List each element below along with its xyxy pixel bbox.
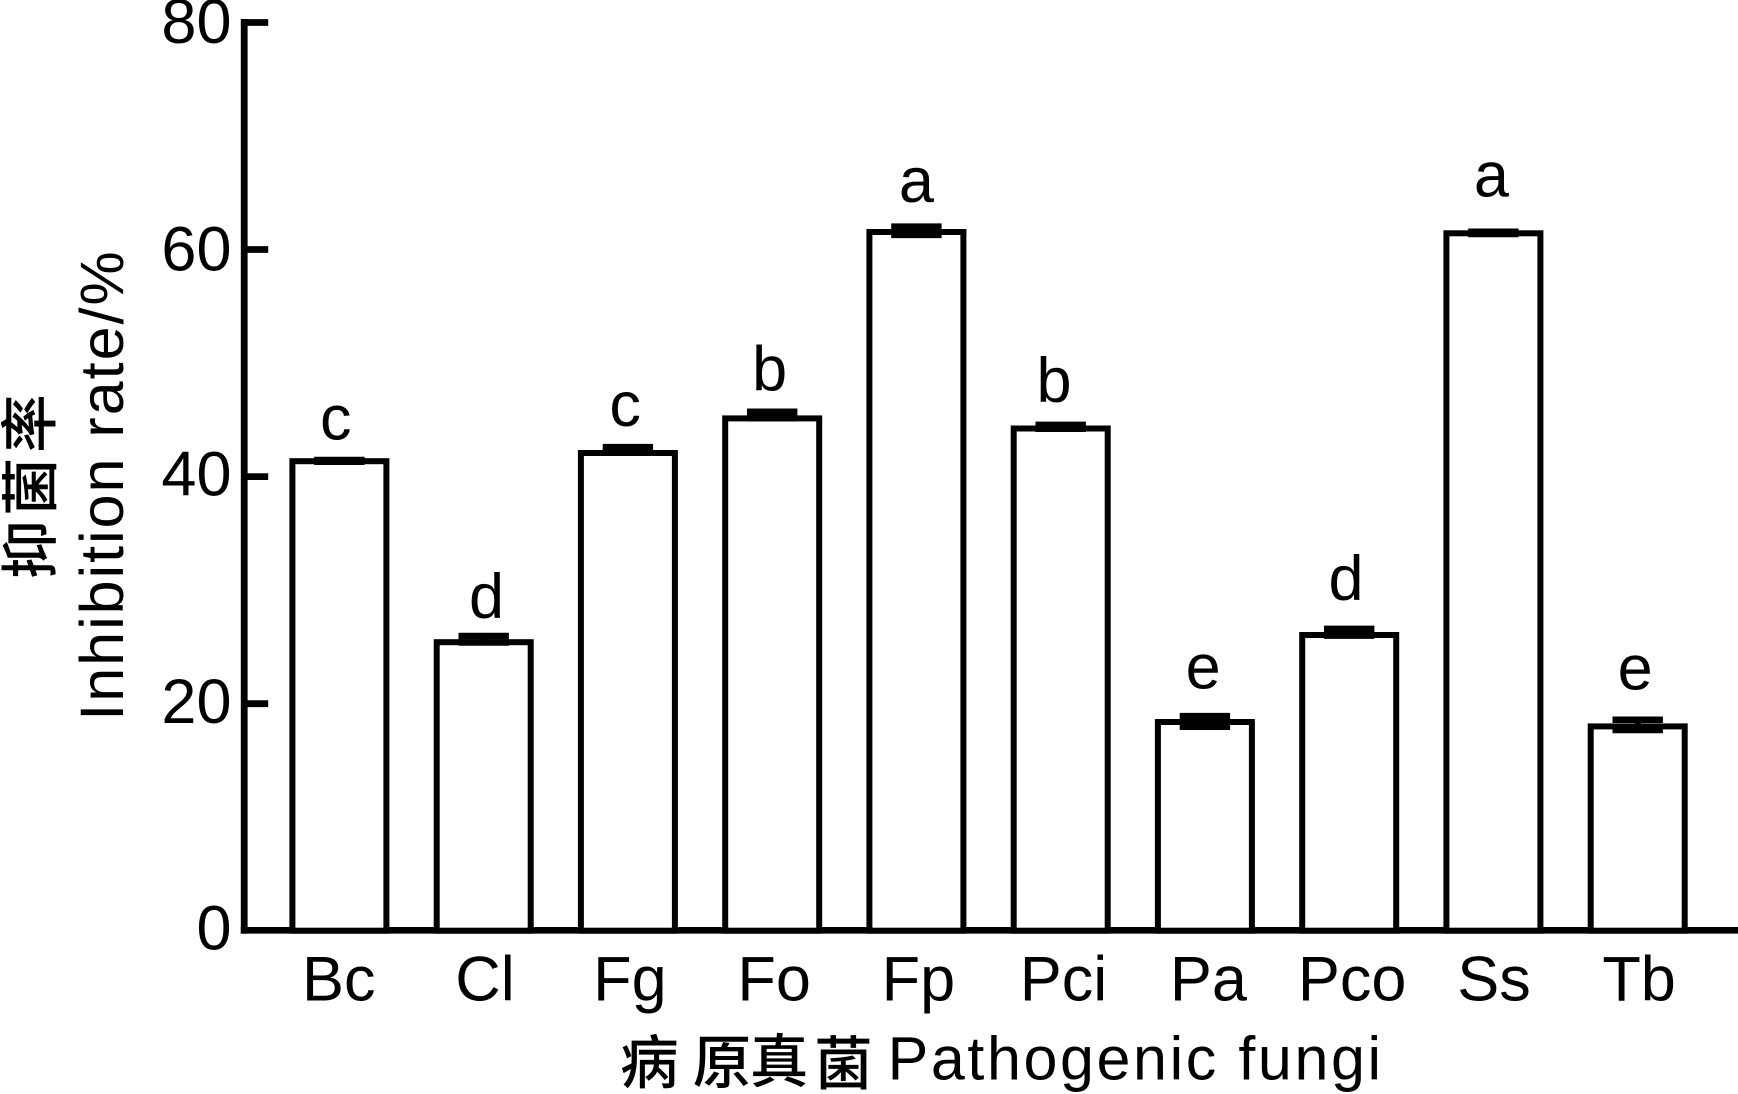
svg-text:Fo: Fo [737,945,811,1015]
svg-text:b: b [752,334,787,404]
svg-text:40: 40 [161,440,231,510]
svg-text:Pci: Pci [1020,945,1108,1015]
svg-text:Ss: Ss [1457,945,1531,1015]
svg-text:Pco: Pco [1298,945,1407,1015]
svg-text:Fg: Fg [593,945,667,1015]
svg-text:b: b [1036,346,1071,416]
svg-text:Bc: Bc [302,945,376,1015]
svg-text:Fp: Fp [882,945,956,1015]
svg-text:a: a [899,146,935,216]
svg-text:Pathogenic fungi: Pathogenic fungi [888,1024,1384,1092]
svg-text:Pa: Pa [1170,945,1248,1015]
svg-text:d: d [469,562,504,632]
svg-text:e: e [1186,633,1221,703]
svg-text:Inhibition rate/%: Inhibition rate/% [68,249,136,720]
svg-text:d: d [1328,544,1363,614]
svg-text:0: 0 [196,893,231,963]
svg-text:Cl: Cl [455,945,515,1015]
svg-text:80: 80 [161,0,231,57]
svg-text:c: c [320,383,352,453]
svg-text:Tb: Tb [1602,945,1676,1015]
svg-text:20: 20 [161,667,231,737]
svg-text:a: a [1474,141,1510,211]
svg-text:e: e [1618,634,1653,704]
svg-text:60: 60 [161,214,231,284]
svg-text:c: c [609,370,641,440]
